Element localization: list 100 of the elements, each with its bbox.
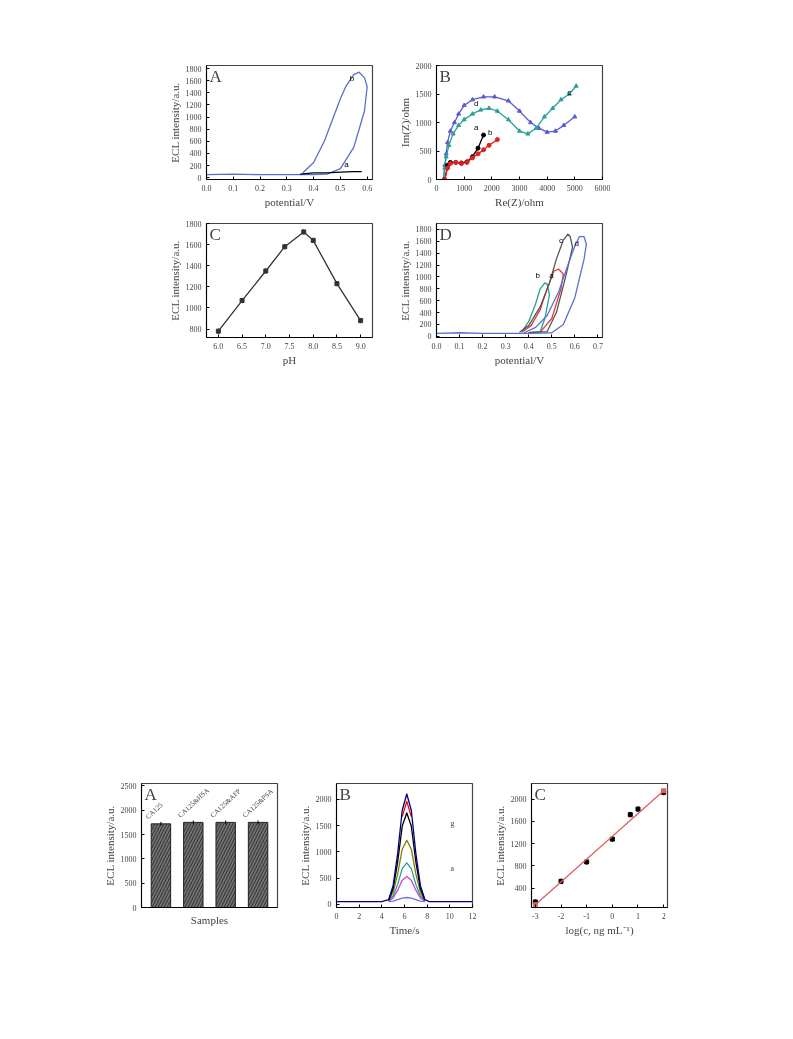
y-tick-label: 1200	[185, 100, 202, 110]
y-tick-label: 1800	[185, 64, 202, 74]
y-tick-label: 500	[319, 874, 332, 884]
chart-title: D	[439, 224, 452, 244]
y-tick-label: 0	[427, 332, 432, 342]
series-label: c	[558, 236, 563, 246]
y-tick-label: 1400	[185, 261, 202, 271]
x-tick-label: 0.0	[201, 183, 212, 193]
x-tick-label: 0	[334, 911, 339, 921]
y-tick-label: 1000	[185, 303, 202, 313]
x-axis-title: Samples	[190, 913, 229, 926]
x-tick-label: 9.0	[355, 341, 366, 351]
x-tick-label: 0.4	[308, 183, 319, 193]
x-tick-label: 0.1	[454, 341, 465, 351]
y-tick-label: 1500	[415, 90, 432, 99]
y-axis-title: ECL intensity/a.u.	[298, 805, 311, 886]
y-axis-title: ECL intensity/a.u.	[168, 82, 181, 163]
x-tick-label: 0.1	[228, 183, 239, 193]
x-tick-label: 0.7	[592, 341, 603, 351]
y-tick-label: 1200	[185, 282, 202, 292]
y-tick-label: 0	[427, 175, 432, 185]
x-tick-label: 0	[610, 911, 615, 921]
y-tick-label: 1000	[415, 118, 432, 128]
chart-title: C	[534, 784, 546, 804]
series-label: a	[344, 159, 350, 169]
y-tick-label: 1600	[415, 237, 432, 247]
y-tick-label: 800	[189, 325, 202, 335]
x-tick-label: 0.5	[335, 183, 346, 193]
x-tick-label: 0.6	[362, 183, 373, 193]
chart-title: B	[339, 784, 351, 804]
series-label: d	[574, 238, 580, 248]
y-tick-label: 2000	[415, 61, 432, 71]
y-tick-label: 1000	[315, 847, 332, 857]
y-axis-title: ECL intensity/a.u.	[493, 805, 506, 886]
y-tick-label: 400	[514, 884, 527, 894]
chart-title: A	[144, 784, 158, 804]
x-tick-label: 0.4	[523, 341, 534, 351]
x-tick-label: 1	[635, 911, 640, 921]
y-tick-label: 2500	[120, 781, 137, 791]
x-tick-label: 3000	[511, 183, 528, 193]
x-tick-label: 2	[661, 911, 666, 921]
x-tick-label: 0.2	[255, 183, 266, 193]
series-label: b	[487, 127, 493, 137]
x-axis-title: log(c, ng mL⁻¹)	[565, 923, 634, 937]
series-label: a	[549, 271, 555, 281]
x-tick-label: 0.3	[281, 183, 292, 193]
y-tick-label: 200	[419, 320, 432, 330]
y-tick-label: 1400	[415, 249, 432, 259]
series-label: c	[567, 88, 572, 98]
x-tick-label: 5000	[566, 183, 583, 193]
x-axis-title: pH	[282, 353, 297, 366]
annotation: a	[450, 863, 455, 873]
x-tick-label: 7.0	[260, 341, 271, 351]
y-tick-label: 500	[124, 879, 137, 889]
y-tick-label: 200	[189, 161, 202, 171]
y-tick-label: 1600	[185, 240, 202, 250]
x-tick-label: 10	[445, 911, 454, 921]
x-tick-label: 8	[425, 911, 430, 921]
y-tick-label: 1200	[510, 839, 527, 849]
x-axis-title: Re(Z)/ohm	[495, 195, 545, 209]
x-tick-label: 6.5	[237, 341, 248, 351]
y-tick-label: 600	[419, 296, 432, 306]
annotation: g	[450, 819, 455, 829]
chart-title: B	[439, 66, 451, 86]
y-axis-title: ECL intensity/a.u.	[168, 240, 181, 321]
x-tick-label: 12	[468, 911, 477, 921]
chart-title: C	[209, 224, 221, 244]
x-tick-label: 1000	[456, 183, 473, 193]
x-tick-label: -3	[532, 911, 539, 921]
series-label: b	[349, 74, 355, 84]
x-tick-label: 0.6	[569, 341, 580, 351]
x-tick-label: 0.2	[477, 341, 488, 351]
series-label: a	[474, 123, 480, 133]
x-tick-label: 4	[379, 911, 384, 921]
x-axis-title: Time/s	[389, 923, 420, 936]
series-label: b	[535, 270, 541, 280]
y-tick-label: 1500	[120, 830, 137, 840]
x-tick-label: 8.0	[308, 341, 319, 351]
y-tick-label: 1000	[415, 272, 432, 282]
x-axis-title: potential/V	[494, 353, 545, 366]
x-tick-label: 0.0	[431, 341, 442, 351]
y-tick-label: 1000	[185, 113, 202, 123]
x-tick-label: 6	[402, 911, 407, 921]
y-tick-label: 0	[132, 903, 137, 913]
y-axis-title: ECL intensity/a.u.	[103, 805, 116, 886]
y-tick-label: 1200	[415, 261, 432, 271]
x-tick-label: -2	[557, 911, 565, 921]
chart-title: A	[209, 66, 223, 86]
y-tick-label: 800	[189, 125, 202, 135]
series-label: d	[474, 98, 479, 108]
y-tick-label: 800	[419, 284, 432, 294]
y-axis-title: Im(Z)/ohm	[398, 97, 412, 147]
x-tick-label: 2000	[483, 183, 500, 193]
x-tick-label: 7.5	[284, 341, 295, 351]
x-tick-label: 6000	[594, 183, 611, 193]
y-tick-label: 1600	[510, 817, 527, 827]
y-tick-label: 800	[514, 861, 527, 871]
x-tick-label: 0.3	[500, 341, 511, 351]
x-tick-label: 2	[357, 911, 362, 921]
y-tick-label: 500	[419, 147, 432, 156]
